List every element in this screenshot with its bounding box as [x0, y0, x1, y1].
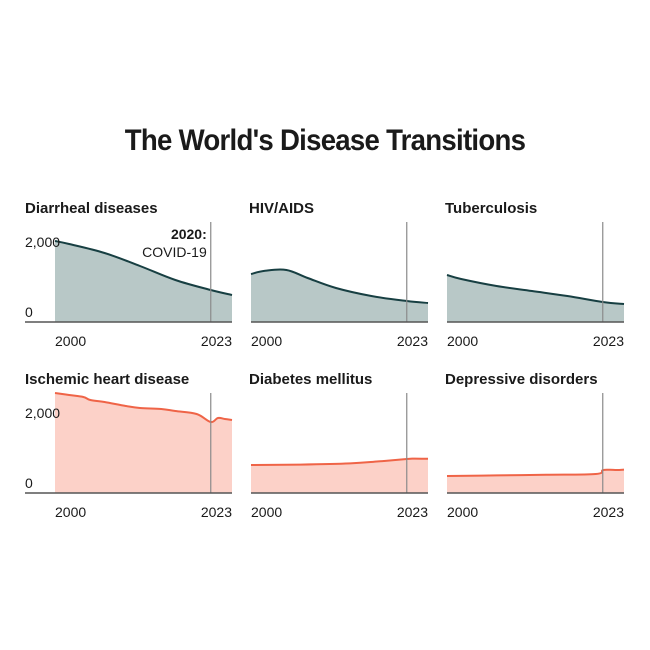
panel-ischemic-heart-disease: Ischemic heart disease 0 2,000 2000 2023 [25, 371, 232, 520]
annotation-text: COVID-19 [142, 244, 207, 260]
area-fill [55, 393, 232, 493]
y-tick-label: 0 [25, 475, 33, 491]
x-tick-label: 2023 [593, 504, 624, 520]
panel-title: Depressive disorders [445, 371, 598, 388]
series-line [54, 392, 233, 424]
area-fill [55, 241, 232, 322]
panel-diarrheal-diseases: Diarrheal diseases 0 2,000 2000 2023 2020: COV… [25, 200, 233, 349]
area-fill [447, 275, 624, 322]
x-tick-label: 2023 [201, 504, 232, 520]
x-tick-label: 2000 [55, 333, 86, 349]
x-tick-label: 2000 [447, 333, 478, 349]
x-tick-label: 2000 [251, 333, 282, 349]
x-tick-label: 2000 [55, 504, 86, 520]
series-line [250, 457, 429, 466]
panel-title: Ischemic heart disease [25, 371, 189, 388]
x-tick-label: 2000 [251, 504, 282, 520]
series-line [446, 468, 625, 477]
panel-title: HIV/AIDS [249, 200, 314, 217]
page-title: The World's Disease Transitions [124, 124, 526, 157]
x-tick-label: 2000 [447, 504, 478, 520]
x-tick-label: 2023 [397, 504, 428, 520]
y-tick-label: 2,000 [25, 405, 60, 421]
x-tick-label: 2023 [397, 333, 428, 349]
panel-diabetes-mellitus: Diabetes mellitus 2000 2023 [249, 371, 428, 520]
y-tick-label: 2,000 [25, 234, 60, 250]
panel-hiv-aids: HIV/AIDS 2000 2023 [249, 200, 428, 349]
series-line [250, 268, 429, 304]
x-tick-label: 2023 [593, 333, 624, 349]
panel-title: Diabetes mellitus [249, 371, 372, 388]
y-tick-label: 0 [25, 304, 33, 320]
area-fill [251, 458, 428, 493]
area-fill [251, 269, 428, 322]
x-tick-label: 2023 [201, 333, 232, 349]
panel-title: Diarrheal diseases [25, 200, 158, 217]
panel-title: Tuberculosis [445, 200, 537, 217]
panel-tuberculosis: Tuberculosis 2000 2023 [445, 200, 624, 349]
annotation-year: 2020: [171, 226, 207, 242]
panel-depressive-disorders: Depressive disorders 2000 2023 [445, 371, 624, 520]
